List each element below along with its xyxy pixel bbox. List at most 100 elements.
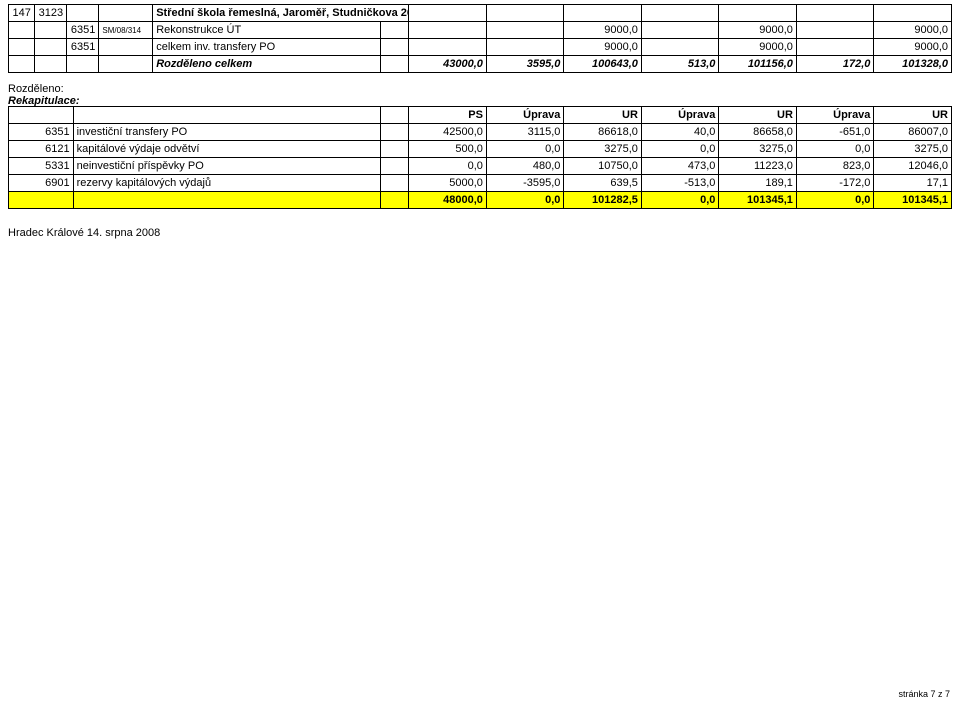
cell (99, 39, 153, 56)
cell (719, 5, 797, 22)
rozdeleno-label: Rozděleno: (8, 83, 952, 95)
cell: 43000,0 (409, 56, 487, 73)
cell (486, 22, 564, 39)
cell: 189,1 (719, 175, 797, 192)
cell: 473,0 (641, 158, 719, 175)
cell (9, 22, 35, 39)
table-row: 6351investiční transfery PO42500,03115,0… (9, 124, 952, 141)
cell: 101345,1 (874, 192, 952, 209)
cell: 101345,1 (719, 192, 797, 209)
cell (381, 124, 409, 141)
cell: 3275,0 (874, 141, 952, 158)
cell: -651,0 (796, 124, 874, 141)
cell (381, 22, 409, 39)
cell (9, 39, 35, 56)
cell (564, 5, 642, 22)
cell: SM/08/314 (99, 22, 153, 39)
cell: 17,1 (874, 175, 952, 192)
cell: 9000,0 (719, 39, 797, 56)
cell: 9000,0 (564, 39, 642, 56)
cell (381, 56, 409, 73)
cell: 0,0 (641, 192, 719, 209)
cell (381, 158, 409, 175)
cell: Střední škola řemeslná, Jaroměř, Studnič… (153, 5, 409, 22)
cell (796, 5, 874, 22)
cell: 101282,5 (564, 192, 642, 209)
cell: 823,0 (796, 158, 874, 175)
cell: 0,0 (486, 192, 564, 209)
cell (34, 22, 66, 39)
cell: 86618,0 (564, 124, 642, 141)
page-footer: stránka 7 z 7 (898, 689, 950, 699)
cell (99, 5, 153, 22)
cell (641, 39, 719, 56)
cell: 40,0 (641, 124, 719, 141)
table-row: 48000,00,0101282,50,0101345,10,0101345,1 (9, 192, 952, 209)
cell: 480,0 (486, 158, 564, 175)
cell: 86007,0 (874, 124, 952, 141)
cell (486, 5, 564, 22)
cell: Úprava (641, 107, 719, 124)
cell: 3115,0 (486, 124, 564, 141)
table-row: 6351celkem inv. transfery PO9000,09000,0… (9, 39, 952, 56)
cell: PS (409, 107, 487, 124)
cell (409, 22, 487, 39)
cell: UR (719, 107, 797, 124)
cell: Úprava (796, 107, 874, 124)
cell: UR (564, 107, 642, 124)
cell: 0,0 (796, 141, 874, 158)
cell: 6351 (67, 39, 99, 56)
cell (641, 5, 719, 22)
cell: 5331 (9, 158, 74, 175)
cell: 513,0 (641, 56, 719, 73)
cell: -172,0 (796, 175, 874, 192)
cell (409, 39, 487, 56)
cell (486, 39, 564, 56)
cell: 639,5 (564, 175, 642, 192)
cell (9, 107, 74, 124)
cell (381, 39, 409, 56)
cell: 10750,0 (564, 158, 642, 175)
cell (99, 56, 153, 73)
cell: Rozděleno celkem (153, 56, 381, 73)
table-row: 1473123Střední škola řemeslná, Jaroměř, … (9, 5, 952, 22)
cell (381, 175, 409, 192)
cell: 6351 (9, 124, 74, 141)
cell (641, 22, 719, 39)
table-row: PSÚpravaURÚpravaURÚpravaUR (9, 107, 952, 124)
cell: 3595,0 (486, 56, 564, 73)
cell: Úprava (486, 107, 564, 124)
cell: 0,0 (641, 141, 719, 158)
cell (796, 39, 874, 56)
cell: 3123 (34, 5, 66, 22)
cell (67, 5, 99, 22)
bottom-table: PSÚpravaURÚpravaURÚpravaUR6351investiční… (8, 106, 952, 209)
cell: kapitálové výdaje odvětví (73, 141, 381, 158)
cell: 6351 (67, 22, 99, 39)
cell: 0,0 (796, 192, 874, 209)
cell: UR (874, 107, 952, 124)
table-row: 6901rezervy kapitálových výdajů5000,0-35… (9, 175, 952, 192)
cell (9, 192, 74, 209)
cell: 42500,0 (409, 124, 487, 141)
cell (34, 56, 66, 73)
cell (381, 192, 409, 209)
table-row: 5331neinvestiční příspěvky PO0,0480,0107… (9, 158, 952, 175)
cell: 101156,0 (719, 56, 797, 73)
cell: 3275,0 (719, 141, 797, 158)
top-table: 1473123Střední škola řemeslná, Jaroměř, … (8, 4, 952, 73)
cell (381, 107, 409, 124)
cell: 9000,0 (719, 22, 797, 39)
cell: 101328,0 (874, 56, 952, 73)
cell: 86658,0 (719, 124, 797, 141)
cell (796, 22, 874, 39)
cell: 5000,0 (409, 175, 487, 192)
cell: Rekonstrukce ÚT (153, 22, 381, 39)
cell: 9000,0 (564, 22, 642, 39)
cell: -3595,0 (486, 175, 564, 192)
cell: 0,0 (409, 158, 487, 175)
cell (73, 192, 381, 209)
cell (34, 39, 66, 56)
cell: 0,0 (486, 141, 564, 158)
cell: 12046,0 (874, 158, 952, 175)
